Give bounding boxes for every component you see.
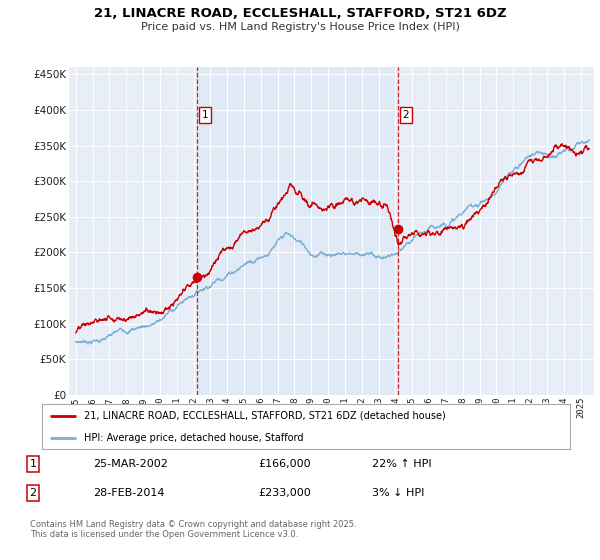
Text: 2: 2 bbox=[403, 110, 409, 120]
Text: HPI: Average price, detached house, Stafford: HPI: Average price, detached house, Staf… bbox=[84, 433, 304, 444]
Text: 22% ↑ HPI: 22% ↑ HPI bbox=[372, 459, 431, 469]
Bar bbox=[197, 67, 398, 395]
Text: 21, LINACRE ROAD, ECCLESHALL, STAFFORD, ST21 6DZ: 21, LINACRE ROAD, ECCLESHALL, STAFFORD, … bbox=[94, 7, 506, 20]
Text: 25-MAR-2002: 25-MAR-2002 bbox=[93, 459, 168, 469]
Text: 1: 1 bbox=[29, 459, 37, 469]
Text: £166,000: £166,000 bbox=[258, 459, 311, 469]
Text: Contains HM Land Registry data © Crown copyright and database right 2025.
This d: Contains HM Land Registry data © Crown c… bbox=[30, 520, 356, 539]
Text: 21, LINACRE ROAD, ECCLESHALL, STAFFORD, ST21 6DZ (detached house): 21, LINACRE ROAD, ECCLESHALL, STAFFORD, … bbox=[84, 411, 446, 421]
Text: 2: 2 bbox=[29, 488, 37, 498]
Text: Price paid vs. HM Land Registry's House Price Index (HPI): Price paid vs. HM Land Registry's House … bbox=[140, 22, 460, 32]
Text: 3% ↓ HPI: 3% ↓ HPI bbox=[372, 488, 424, 498]
Text: 1: 1 bbox=[202, 110, 208, 120]
Text: £233,000: £233,000 bbox=[258, 488, 311, 498]
Text: 28-FEB-2014: 28-FEB-2014 bbox=[93, 488, 164, 498]
